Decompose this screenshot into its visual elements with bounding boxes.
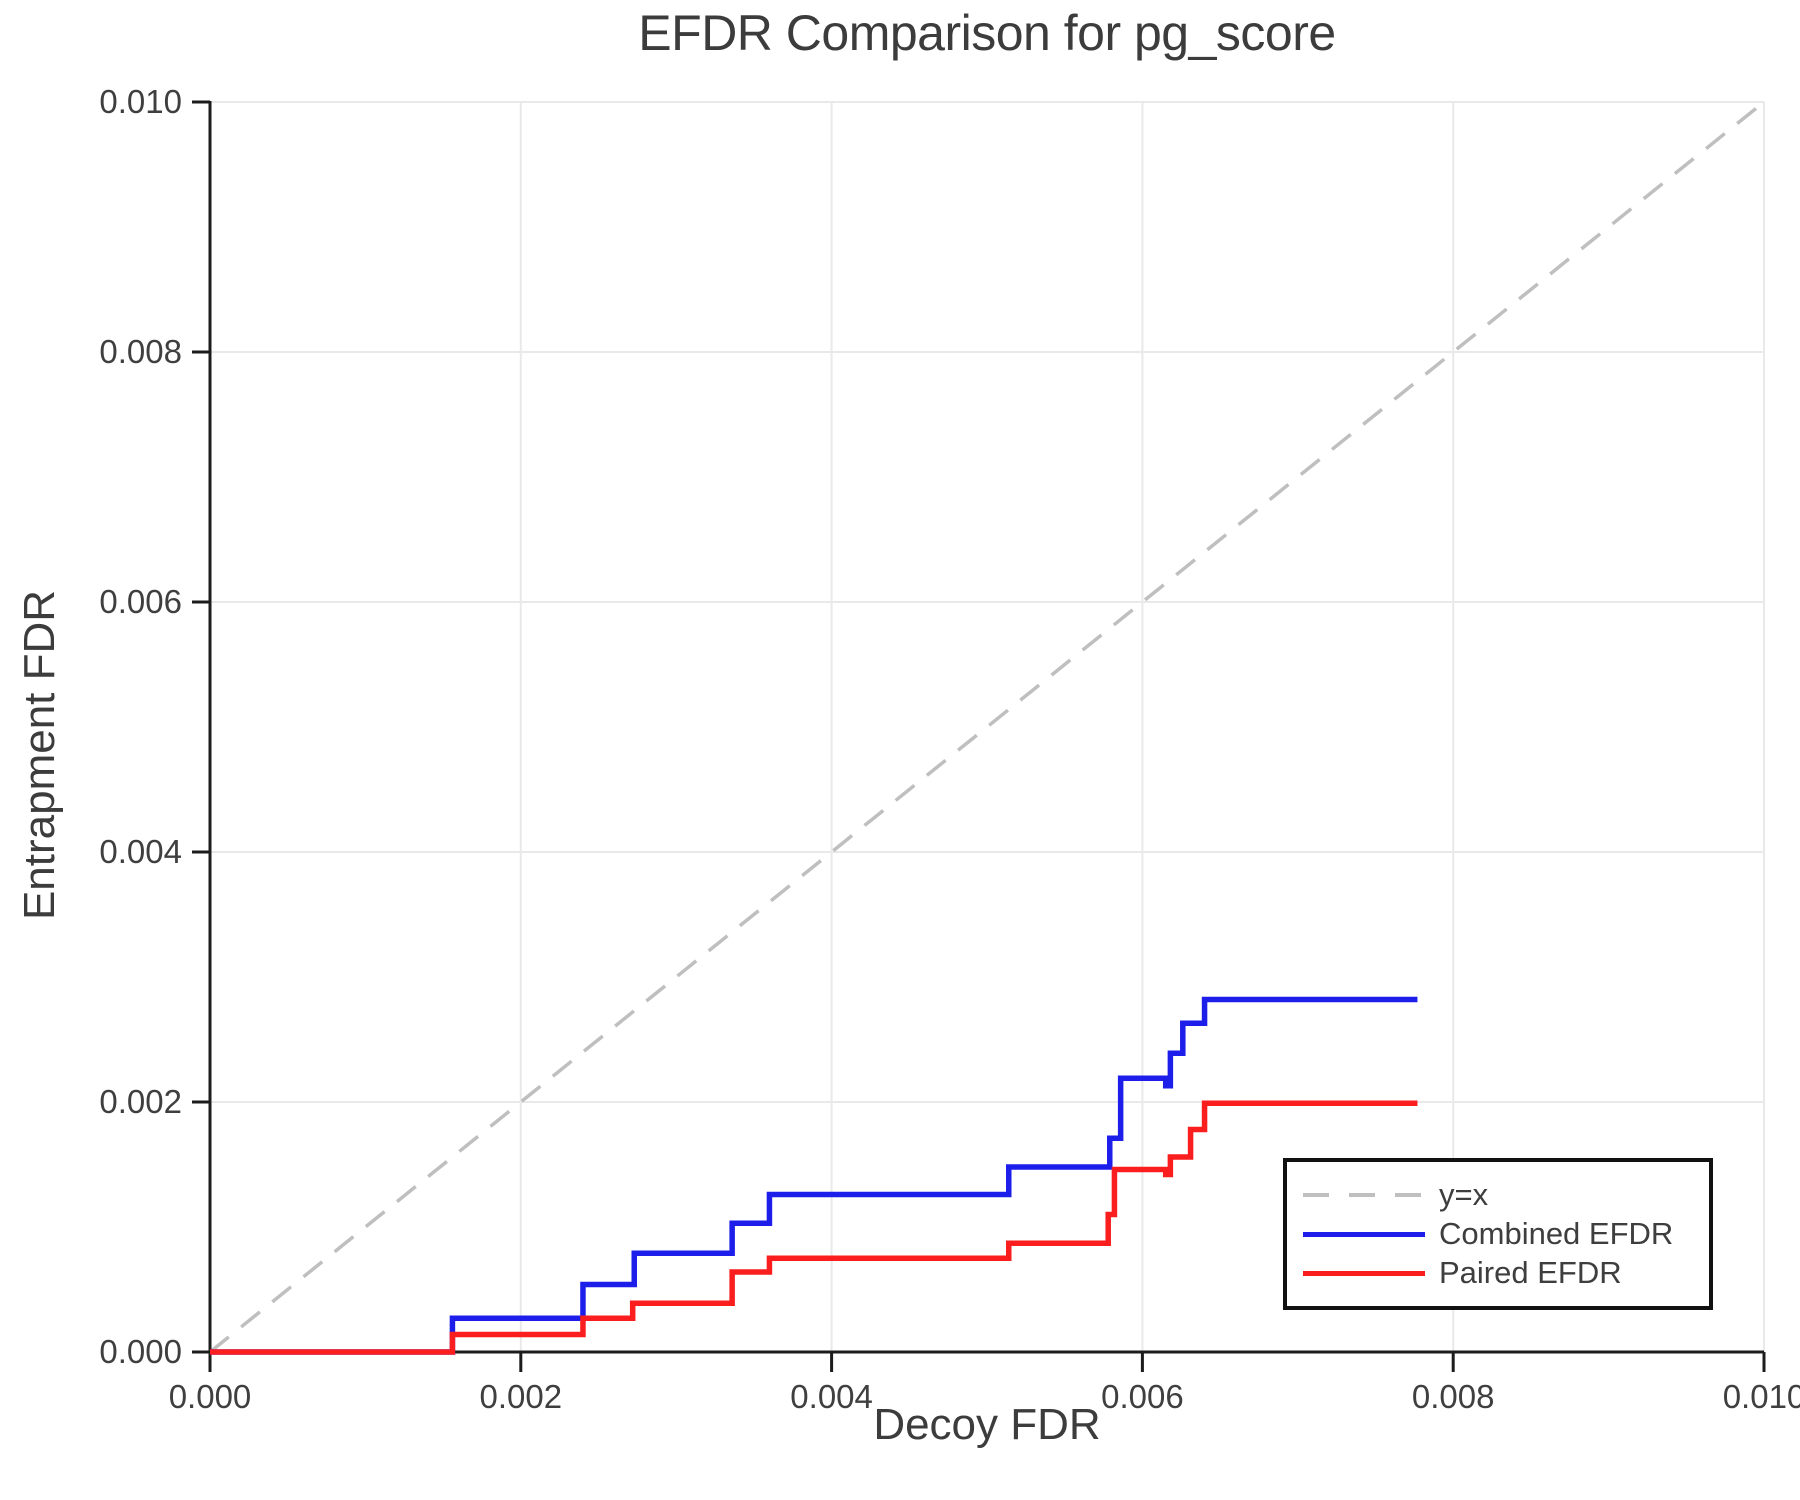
y-tick-label: 0.000 [99, 1333, 182, 1370]
x-axis-title: Decoy FDR [873, 1400, 1101, 1449]
x-tick-label: 0.004 [790, 1378, 873, 1415]
x-tick-label: 0.008 [1412, 1378, 1495, 1415]
y-tick-label: 0.008 [99, 333, 182, 370]
reference-line-y-equals-x [208, 100, 1766, 1354]
y-tick-label: 0.010 [99, 83, 182, 120]
series-combined-efdr [210, 996, 1418, 1355]
legend-box: y=x Combined EFDR Paired EFDR [1283, 1158, 1713, 1310]
legend-item-y-equals-x: y=x [1303, 1176, 1709, 1215]
legend-item-combined-efdr: Combined EFDR [1303, 1215, 1709, 1254]
x-tick-label: 0.002 [480, 1378, 563, 1415]
x-tick-label: 0.000 [169, 1378, 252, 1415]
y-tick-label: 0.004 [99, 833, 182, 870]
legend-item-paired-efdr: Paired EFDR [1303, 1254, 1709, 1293]
legend-blue-line-icon [1303, 1231, 1425, 1237]
chart-title: EFDR Comparison for pg_score [638, 5, 1336, 61]
legend-label-paired-efdr: Paired EFDR [1439, 1255, 1622, 1290]
legend-label-combined-efdr: Combined EFDR [1439, 1216, 1674, 1251]
y-tick-label: 0.006 [99, 583, 182, 620]
series-paired-efdr [210, 1100, 1418, 1355]
legend-red-line-icon [1303, 1270, 1425, 1276]
y-tick-label: 0.002 [99, 1083, 182, 1120]
legend-label-y-equals-x: y=x [1439, 1177, 1489, 1212]
legend-dashed-line-icon [1303, 1193, 1425, 1197]
x-tick-label: 0.006 [1101, 1378, 1184, 1415]
x-tick-label: 0.010 [1723, 1378, 1800, 1415]
